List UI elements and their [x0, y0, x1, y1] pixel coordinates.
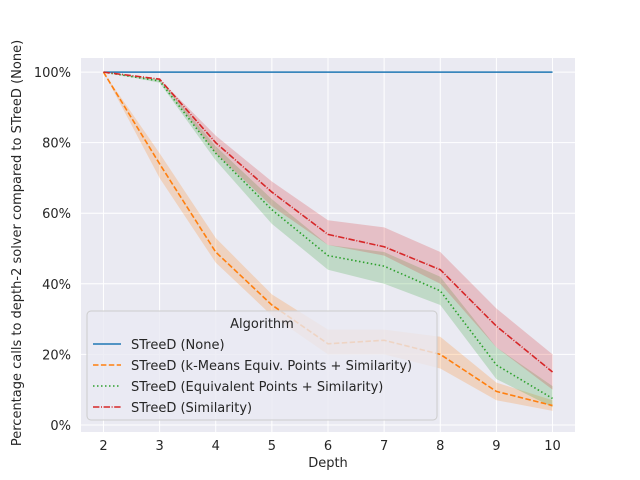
legend-label: STreeD (None): [131, 338, 225, 353]
legend-label: STreeD (k-Means Equiv. Points + Similari…: [131, 359, 412, 374]
x-tick-label: 9: [492, 439, 500, 454]
x-tick-label: 5: [268, 439, 276, 454]
y-axis-label: Percentage calls to depth-2 solver compa…: [10, 40, 25, 446]
y-tick-label: 100%: [34, 66, 71, 81]
legend-entries: STreeD (None) STreeD (k-Means Equiv. Poin…: [93, 338, 412, 416]
x-tick-label: 6: [324, 439, 332, 454]
y-tick-label: 20%: [42, 348, 71, 363]
x-tick-label: 8: [436, 439, 444, 454]
y-tick-label: 0%: [50, 419, 71, 434]
x-tick-label: 4: [212, 439, 220, 454]
legend-box: [86, 310, 438, 421]
x-tick-label: 10: [544, 439, 561, 454]
x-axis-label: Depth: [308, 456, 348, 471]
y-tick-label: 40%: [42, 278, 71, 293]
legend-label: STreeD (Equivalent Points + Similarity): [131, 380, 383, 395]
legend-label: STreeD (Similarity): [131, 401, 252, 416]
legend: Algorithm STreeD (None) STreeD (k-Means E…: [86, 310, 438, 421]
y-tick-label: 80%: [42, 137, 71, 152]
x-tick-labels: 2 3 4 5 6 7 8 9 10: [99, 439, 561, 454]
x-tick-label: 2: [99, 439, 107, 454]
x-tick-label: 3: [155, 439, 163, 454]
x-tick-label: 7: [380, 439, 388, 454]
y-tick-labels: 0% 20% 40% 60% 80% 100%: [34, 66, 71, 434]
confidence-band: [103, 72, 553, 408]
confidence-band: [103, 72, 553, 390]
y-tick-label: 60%: [42, 207, 71, 222]
legend-title: Algorithm: [230, 317, 294, 332]
series-line: [103, 71, 553, 400]
series-line: [103, 71, 554, 373]
